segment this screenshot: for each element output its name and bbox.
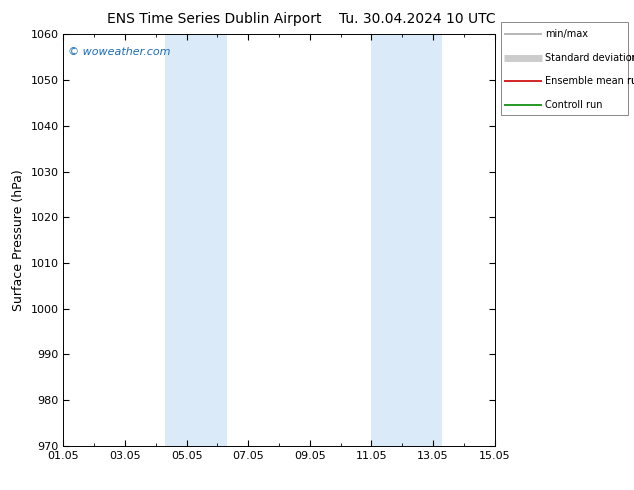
Text: Ensemble mean run: Ensemble mean run xyxy=(545,76,634,86)
Text: min/max: min/max xyxy=(545,29,588,39)
Text: Standard deviation: Standard deviation xyxy=(545,53,634,63)
Text: Ensemble mean run: Ensemble mean run xyxy=(545,76,634,86)
Text: © woweather.com: © woweather.com xyxy=(68,47,170,57)
Y-axis label: Surface Pressure (hPa): Surface Pressure (hPa) xyxy=(12,169,25,311)
Text: Tu. 30.04.2024 10 UTC: Tu. 30.04.2024 10 UTC xyxy=(339,12,495,26)
Text: Controll run: Controll run xyxy=(545,100,603,110)
Bar xyxy=(165,34,226,446)
Text: ENS Time Series Dublin Airport: ENS Time Series Dublin Airport xyxy=(107,12,321,26)
Text: min/max: min/max xyxy=(545,29,588,39)
Text: Controll run: Controll run xyxy=(545,100,603,110)
Text: Standard deviation: Standard deviation xyxy=(545,53,634,63)
Bar xyxy=(372,34,442,446)
